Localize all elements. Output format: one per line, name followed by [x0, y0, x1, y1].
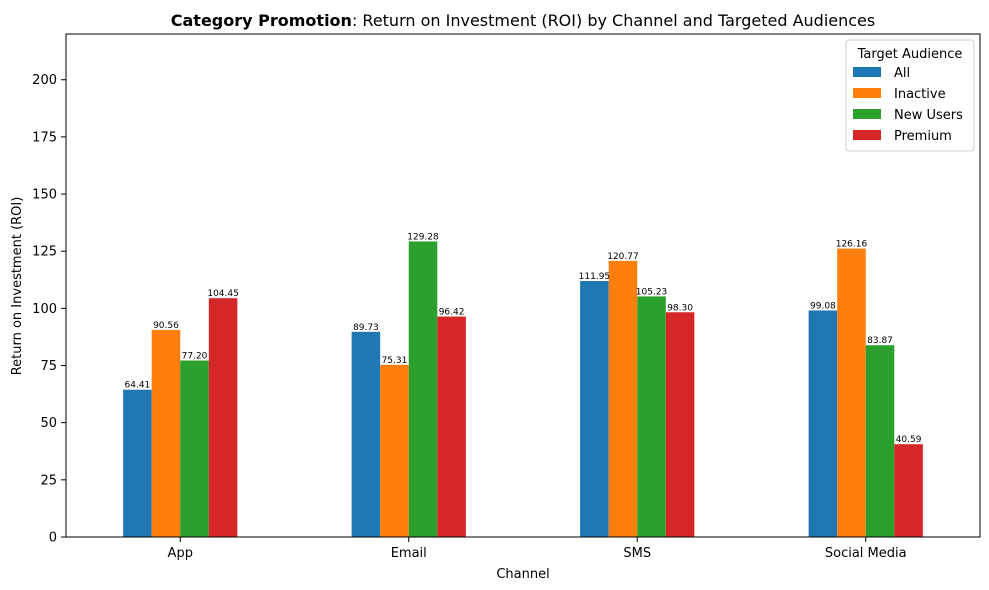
bar-labels-group: 64.41 90.56 77.20 104.45 89.73 75.31 129.28 96.…	[125, 232, 922, 445]
bar-value-label: 98.30	[667, 303, 693, 313]
bar-premium-social-media	[894, 444, 923, 537]
bar-value-label: 111.95	[579, 272, 611, 282]
bar-value-label: 104.45	[207, 289, 239, 299]
bar-value-label: 64.41	[125, 381, 151, 391]
y-tick-label: 125	[32, 245, 57, 260]
bar-all-app	[123, 389, 152, 537]
chart-title-bold: Category Promotion	[171, 11, 352, 30]
bar-value-label: 40.59	[896, 435, 922, 445]
bar-value-label: 75.31	[382, 356, 408, 366]
bar-value-label: 126.16	[836, 240, 868, 250]
bar-premium-sms	[665, 312, 695, 537]
y-tick-label: 75	[40, 359, 57, 374]
chart-title: Category Promotion: Return on Investment…	[171, 11, 875, 30]
legend-swatch-inactive	[853, 88, 881, 98]
legend-label: All	[894, 66, 910, 81]
legend-label: New Users	[894, 108, 963, 123]
chart-title-rest: : Return on Investment (ROI) by Channel …	[352, 11, 875, 30]
x-axis: App Email SMS Social Media	[168, 537, 907, 561]
y-tick-label: 25	[40, 473, 57, 488]
bar-all-email	[351, 331, 381, 537]
y-tick-label: 100	[32, 302, 57, 317]
bar-new-users-email	[408, 241, 438, 537]
bar-inactive-app	[151, 329, 181, 537]
x-tick-label: Social Media	[825, 546, 907, 561]
bar-inactive-social-media	[837, 248, 866, 537]
bar-value-label: 96.42	[439, 308, 465, 318]
bar-value-label: 99.08	[810, 301, 836, 311]
bar-value-label: 90.56	[153, 321, 179, 331]
bar-value-label: 83.87	[867, 336, 893, 346]
bar-premium-email	[437, 316, 466, 537]
y-axis: 0 25 50 75 100 125 150 175 200	[32, 73, 66, 546]
bar-value-label: 120.77	[607, 252, 639, 262]
y-tick-label: 0	[49, 531, 57, 546]
bar-value-label: 89.73	[353, 323, 379, 333]
y-tick-label: 50	[40, 416, 57, 431]
legend: Target Audience All Inactive New Users Prem…	[845, 39, 975, 152]
y-tick-label: 175	[32, 130, 57, 145]
bar-all-sms	[580, 281, 609, 537]
plot-frame	[65, 33, 981, 538]
bar-premium-app	[208, 298, 238, 537]
legend-swatch-new-users	[853, 109, 881, 119]
y-axis-title: Return on Investment (ROI)	[10, 197, 25, 376]
x-tick-label: App	[168, 546, 193, 561]
bar-value-label: 129.28	[407, 232, 439, 242]
bar-new-users-app	[180, 360, 209, 537]
legend-title: Target Audience	[857, 47, 963, 62]
bar-inactive-email	[380, 364, 409, 537]
x-tick-label: SMS	[623, 546, 651, 561]
legend-swatch-all	[853, 67, 881, 77]
bar-new-users-sms	[637, 296, 666, 537]
x-axis-title: Channel	[496, 567, 549, 582]
y-tick-label: 150	[32, 188, 57, 203]
bar-new-users-social-media	[865, 345, 895, 537]
bar-inactive-sms	[608, 260, 638, 537]
bars-group	[123, 241, 923, 537]
bar-value-label: 105.23	[636, 287, 668, 297]
legend-items: All Inactive New Users Premium	[853, 66, 963, 144]
x-tick-label: Email	[391, 546, 427, 561]
legend-label: Inactive	[894, 87, 946, 102]
y-tick-label: 200	[32, 73, 57, 88]
legend-swatch-premium	[853, 130, 881, 140]
legend-label: Premium	[894, 129, 952, 144]
bar-all-social-media	[808, 310, 838, 537]
bar-value-label: 77.20	[182, 351, 208, 361]
